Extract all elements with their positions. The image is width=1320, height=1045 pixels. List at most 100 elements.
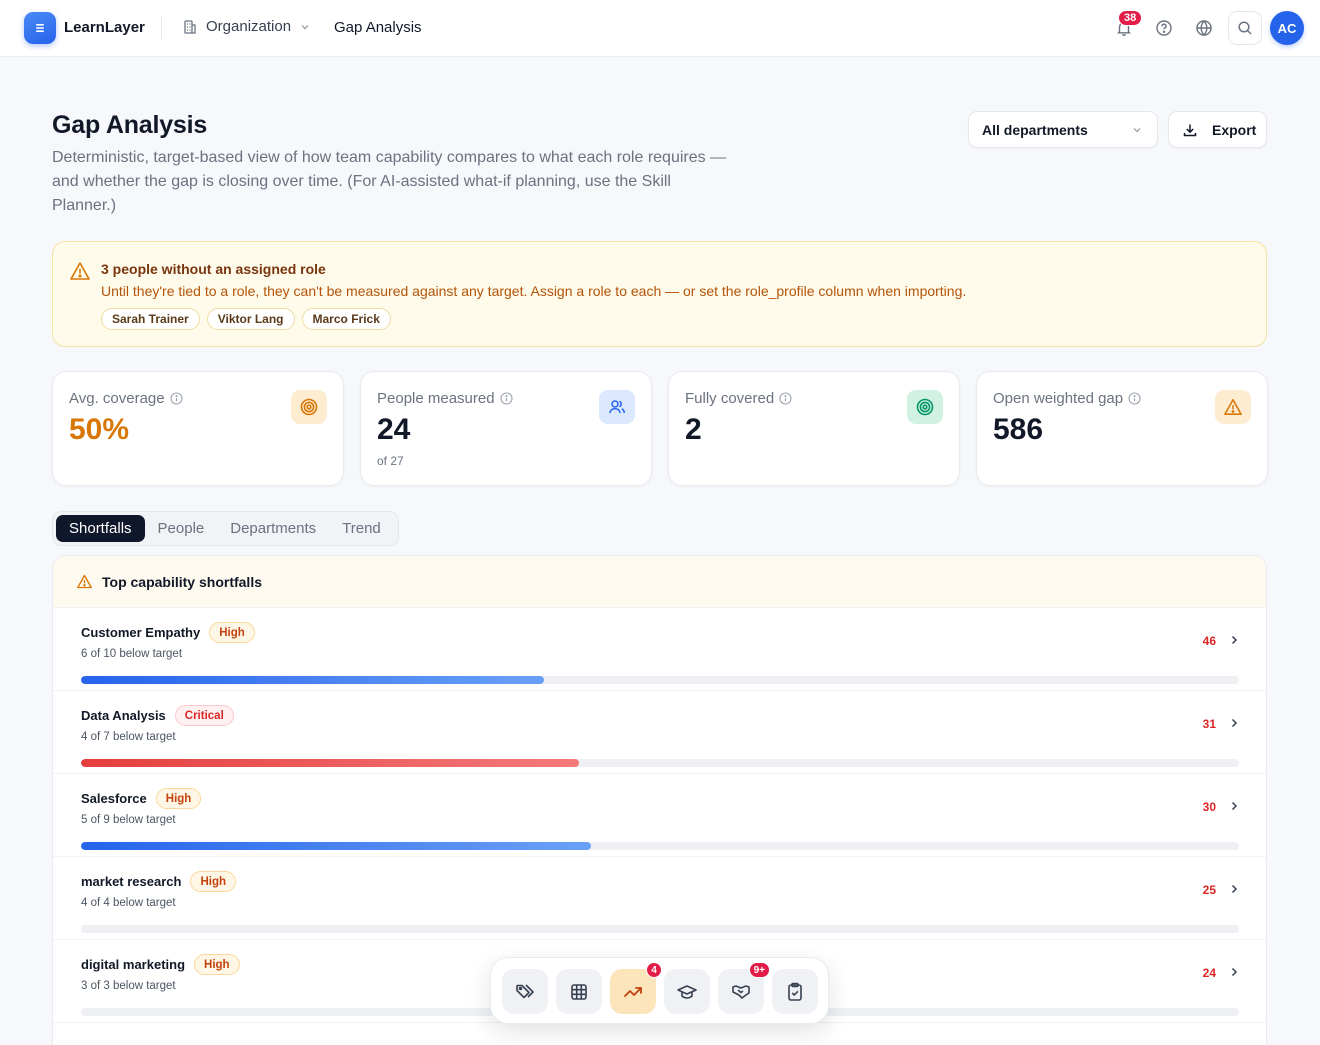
globe-icon xyxy=(1196,19,1212,37)
person-chip[interactable]: Sarah Trainer xyxy=(101,308,200,330)
dock-grid-button[interactable] xyxy=(556,969,602,1014)
stat-fully-covered: Fully covered 2 xyxy=(668,371,960,486)
tab-shortfalls[interactable]: Shortfalls xyxy=(56,515,145,542)
search-button[interactable] xyxy=(1228,11,1262,45)
user-avatar[interactable]: AC xyxy=(1270,11,1304,45)
shortfall-row[interactable]: Customer Empathy High 6 of 10 below target… xyxy=(53,608,1266,691)
quick-nav-dock: 4 9+ xyxy=(490,957,829,1024)
graduation-cap-icon xyxy=(677,984,697,999)
export-button[interactable]: Export xyxy=(1168,111,1267,148)
stat-value: 2 xyxy=(685,413,702,446)
skill-name: digital marketing xyxy=(81,957,186,972)
shortfall-row[interactable]: Data Analysis Critical 4 of 7 below target… xyxy=(53,691,1266,774)
severity-badge: Critical xyxy=(174,705,234,726)
handshake-icon xyxy=(732,984,750,999)
page-description: Deterministic, target-based view of how … xyxy=(52,149,727,214)
info-icon xyxy=(1128,392,1141,405)
help-circle-icon xyxy=(1156,20,1172,36)
severity-badge: High xyxy=(190,871,237,892)
stat-open-weighted-gap: Open weighted gap 586 xyxy=(976,371,1268,486)
gap-score: 25 xyxy=(1202,883,1216,897)
row-expand[interactable] xyxy=(1228,633,1240,651)
users-icon xyxy=(599,390,635,424)
stat-people-measured: People measured 24 of 27 xyxy=(360,371,652,486)
stat-label: Open weighted gap xyxy=(993,390,1124,407)
below-target-count: 6 of 10 below target xyxy=(81,648,183,660)
row-expand[interactable] xyxy=(1228,882,1240,900)
banner-title: 3 people without an assigned role xyxy=(101,261,326,277)
below-target-count: 4 of 4 below target xyxy=(81,897,176,909)
organization-switcher[interactable]: Organization xyxy=(182,18,311,35)
chevron-right-icon xyxy=(1231,967,1238,977)
chevron-down-icon xyxy=(301,24,309,29)
menu-icon xyxy=(36,24,44,32)
tags-icon xyxy=(516,983,534,998)
below-target-count: 4 of 7 below target xyxy=(81,731,176,743)
dock-tags-button[interactable] xyxy=(502,969,548,1014)
severity-badge: High xyxy=(194,954,240,975)
chevron-right-icon xyxy=(1231,718,1238,728)
organization-label: Organization xyxy=(206,18,292,35)
banner-text: Until they're tied to a role, they can't… xyxy=(101,283,967,299)
top-bar: LearnLayer Organization Gap Analysis 38 … xyxy=(0,0,1320,57)
warning-icon xyxy=(70,262,90,280)
gap-score: 31 xyxy=(1202,717,1216,731)
tab-trend[interactable]: Trend xyxy=(342,520,381,537)
coverage-bar-fill xyxy=(81,676,545,684)
department-select-value: All departments xyxy=(982,121,1088,138)
info-icon xyxy=(500,392,513,405)
chevron-right-icon xyxy=(1231,635,1238,645)
target-icon xyxy=(291,390,327,424)
skill-name: Salesforce xyxy=(81,791,147,806)
unassigned-people-list: Sarah Trainer Viktor Lang Marco Frick xyxy=(101,308,391,330)
stat-label: People measured xyxy=(377,390,495,407)
stat-value: 24 xyxy=(377,413,411,446)
warning-icon xyxy=(77,574,92,589)
breadcrumb-current[interactable]: Gap Analysis xyxy=(334,19,422,36)
coverage-bar xyxy=(81,676,1239,684)
coverage-bar xyxy=(81,842,1239,850)
severity-badge: High xyxy=(209,622,255,643)
clipboard-check-icon xyxy=(788,982,802,1001)
trending-up-icon xyxy=(624,986,642,997)
help-button[interactable] xyxy=(1153,17,1175,39)
skill-name: Data Analysis xyxy=(81,708,166,723)
tab-people[interactable]: People xyxy=(157,520,205,537)
row-expand[interactable] xyxy=(1228,799,1240,817)
dock-mentoring-button[interactable]: 9+ xyxy=(718,962,770,1014)
app-logo[interactable] xyxy=(24,12,56,44)
person-chip[interactable]: Marco Frick xyxy=(301,308,391,330)
chevron-down-icon xyxy=(1133,127,1141,132)
info-icon xyxy=(170,392,183,405)
dock-assessments-button[interactable] xyxy=(772,969,818,1014)
row-expand[interactable] xyxy=(1228,716,1240,734)
stat-label: Avg. coverage xyxy=(69,390,165,407)
warning-icon xyxy=(1215,390,1251,424)
dock-gap-analysis-button[interactable]: 4 xyxy=(610,962,662,1014)
chevron-right-icon xyxy=(1231,801,1238,811)
person-chip[interactable]: Viktor Lang xyxy=(206,308,295,330)
row-expand[interactable] xyxy=(1228,965,1240,983)
shortfall-row[interactable]: market research High 4 of 4 below target 25 xyxy=(53,857,1266,940)
shortfall-row[interactable]: Salesforce High 5 of 9 below target 30 xyxy=(53,774,1266,857)
tab-departments[interactable]: Departments xyxy=(230,520,317,537)
below-target-count: 3 of 3 below target xyxy=(81,980,176,992)
panel-header: Top capability shortfalls xyxy=(53,556,1266,608)
department-select[interactable]: All departments xyxy=(968,111,1158,148)
severity-badge: High xyxy=(155,788,202,809)
dock-learning-button[interactable] xyxy=(664,969,710,1014)
gap-score: 30 xyxy=(1202,800,1216,814)
download-icon xyxy=(1183,124,1197,136)
language-button[interactable] xyxy=(1193,17,1215,39)
skill-name: market research xyxy=(81,874,182,889)
divider xyxy=(161,16,162,40)
stat-label: Fully covered xyxy=(685,390,775,407)
dock-badge: 4 xyxy=(646,962,662,978)
search-icon xyxy=(1238,21,1252,35)
coverage-bar xyxy=(81,925,1239,933)
page-title: Gap Analysis xyxy=(52,111,208,139)
info-icon xyxy=(779,392,792,405)
building-icon xyxy=(184,19,196,34)
grid-icon xyxy=(571,983,587,1000)
dock-badge: 9+ xyxy=(748,962,770,978)
